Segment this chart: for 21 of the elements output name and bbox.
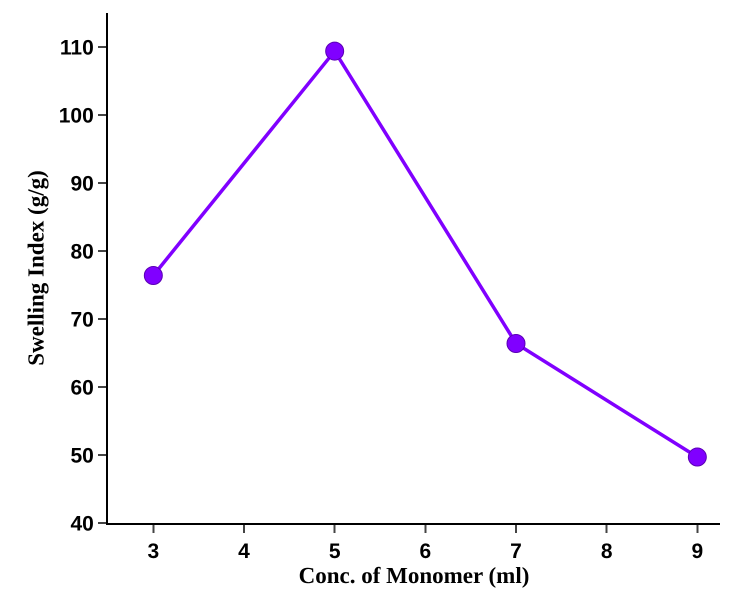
y-tick-label: 70 (70, 308, 94, 332)
y-tick-label: 40 (70, 512, 94, 536)
point (325, 42, 344, 61)
x-tick-label: 5 (328, 540, 341, 564)
y-tick-label: 80 (70, 240, 94, 264)
x-tick-label: 4 (238, 540, 250, 564)
y-tick-label: 60 (70, 376, 94, 400)
point (688, 448, 707, 467)
x-tick-label: 6 (419, 540, 432, 564)
x-tick-label: 3 (147, 540, 160, 564)
y-tick-label: 100 (58, 104, 94, 128)
point (144, 266, 163, 285)
point (506, 334, 526, 353)
x-tick-label: 7 (510, 540, 522, 564)
y-tick-label: 110 (60, 36, 94, 60)
y-tick-label: 90 (70, 172, 94, 196)
x-tick-label: 9 (691, 540, 704, 564)
y-tick-label: 50 (70, 444, 94, 468)
x-axis-title: Conc. of Monomer (ml) (298, 563, 530, 588)
y-axis-title: Swelling Index (g/g) (24, 170, 50, 366)
x-tick-label: 8 (600, 540, 613, 564)
